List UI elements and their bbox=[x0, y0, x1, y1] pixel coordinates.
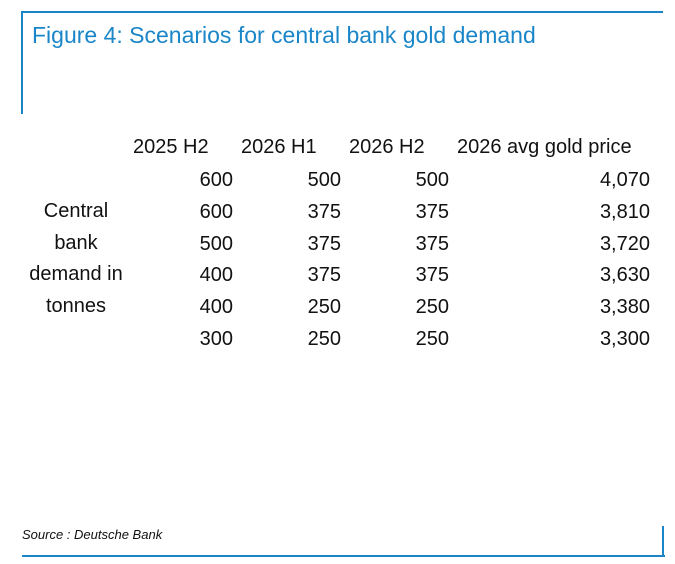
table-cell: 375 bbox=[307, 232, 341, 255]
table-cell: 250 bbox=[415, 328, 449, 350]
row-label-line: bank bbox=[54, 232, 98, 254]
table-cell: 3,300 bbox=[599, 328, 650, 350]
column-header-2026-h1: 2026 H1 bbox=[241, 136, 317, 158]
table-cell: 250 bbox=[415, 296, 449, 319]
right-border-tick bbox=[662, 526, 664, 556]
row-label-line: Central bbox=[43, 200, 109, 222]
left-border-line bbox=[21, 11, 23, 114]
table-cell: 300 bbox=[199, 328, 233, 350]
row-label-line: demand in bbox=[29, 263, 123, 285]
table-cell: 3,630 bbox=[599, 264, 650, 287]
column-header-2026-h2: 2026 H2 bbox=[349, 136, 425, 158]
table-cell: 250 bbox=[307, 296, 341, 319]
top-border-line bbox=[22, 11, 663, 13]
table-cell: 400 bbox=[199, 296, 233, 319]
table-cell: 400 bbox=[199, 264, 233, 287]
table-cell: 375 bbox=[307, 200, 341, 223]
table-cell: 375 bbox=[415, 264, 449, 287]
table-cell: 375 bbox=[415, 232, 449, 255]
table-cell: 4,070 bbox=[599, 169, 650, 191]
table-cell: 375 bbox=[415, 200, 449, 223]
row-label-line: tonnes bbox=[45, 295, 107, 317]
table-cell: 500 bbox=[307, 169, 341, 191]
table-cell: 3,810 bbox=[599, 200, 650, 223]
source-note: Source : Deutsche Bank bbox=[22, 527, 163, 542]
table-cell: 3,380 bbox=[599, 296, 650, 319]
table-cell: 600 bbox=[199, 200, 233, 223]
table-cell: 375 bbox=[307, 264, 341, 287]
table-cell: 3,720 bbox=[599, 232, 650, 255]
table-cell: 600 bbox=[199, 169, 233, 191]
column-header-avg-gold-price: 2026 avg gold price bbox=[457, 136, 632, 158]
table-cell: 500 bbox=[415, 169, 449, 191]
figure-title: Figure 4: Scenarios for central bank gol… bbox=[32, 22, 536, 48]
column-header-2025-h2: 2025 H2 bbox=[133, 136, 209, 158]
table-cell: 250 bbox=[307, 328, 341, 350]
table-cell: 500 bbox=[199, 232, 233, 255]
bottom-border-line bbox=[22, 555, 665, 557]
